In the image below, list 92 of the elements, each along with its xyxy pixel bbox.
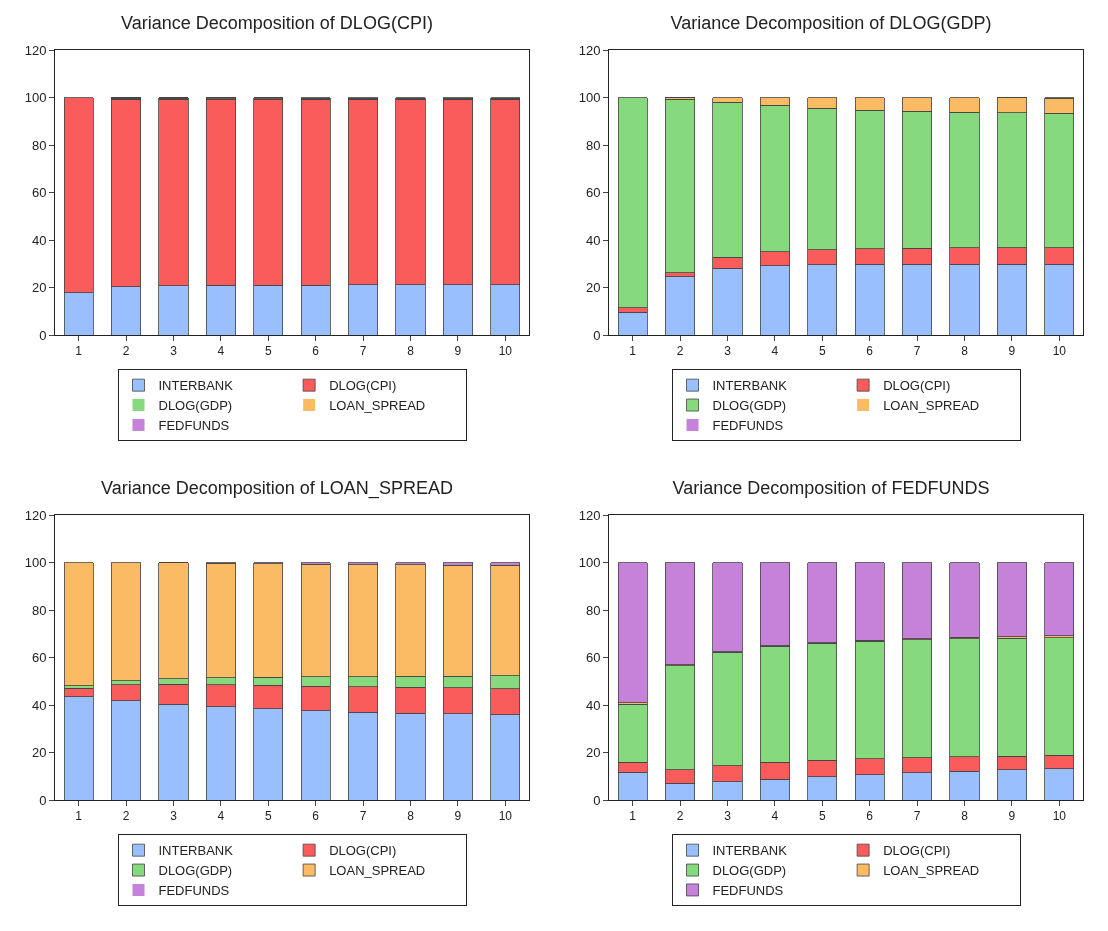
x-tick-label: 5: [264, 344, 272, 359]
y-tick-label: 100: [578, 90, 601, 106]
x-tick-label: 6: [866, 344, 874, 359]
chart-title: Variance Decomposition of DLOG(GDP): [670, 12, 992, 33]
y-tick-label: 120: [578, 507, 601, 523]
y-tick-label: 120: [578, 42, 601, 58]
x-tick-label: 6: [312, 344, 320, 359]
x-tick-label: 8: [961, 809, 969, 824]
x-tick-label: 2: [122, 809, 130, 824]
x-tick-label: 9: [454, 809, 462, 824]
x-tick-label: 1: [629, 809, 637, 824]
legend-label: DLOG(GDP): [712, 863, 787, 879]
y-tick-label: 80: [585, 137, 601, 153]
y-tick-label: 80: [585, 602, 601, 618]
x-tick-label: 6: [866, 809, 874, 824]
y-tick-label: 60: [31, 650, 47, 666]
x-tick-label: 2: [122, 344, 130, 359]
x-tick-label: 8: [961, 344, 969, 359]
y-tick-label: 80: [31, 602, 47, 618]
y-tick-label: 120: [24, 507, 47, 523]
x-tick-label: 5: [818, 809, 826, 824]
x-tick-label: 2: [676, 344, 684, 359]
y-tick-label: 40: [31, 697, 47, 713]
y-tick-label: 100: [24, 555, 47, 571]
y-tick-label: 80: [31, 137, 47, 153]
y-tick-label: 40: [585, 232, 601, 248]
legend-label: LOAN_SPREAD: [329, 398, 426, 414]
y-tick-label: 60: [31, 185, 47, 201]
legend-label: LOAN_SPREAD: [883, 398, 980, 414]
chart-title: Variance Decomposition of LOAN_SPREAD: [101, 477, 453, 499]
y-tick-label: 100: [578, 555, 601, 571]
legend-label: FEDFUNDS: [158, 883, 230, 899]
x-tick-label: 5: [264, 809, 272, 824]
x-tick-label: 1: [629, 344, 637, 359]
x-tick-label: 8: [407, 809, 415, 824]
legend-label: INTERBANK: [712, 843, 788, 859]
legend-label: FEDFUNDS: [158, 418, 230, 434]
x-tick-label: 8: [407, 344, 415, 359]
x-tick-label: 10: [498, 809, 513, 824]
x-tick-label: 10: [1052, 344, 1067, 359]
legend-label: DLOG(CPI): [329, 378, 397, 394]
chart-title: Variance Decomposition of FEDFUNDS: [672, 477, 990, 498]
x-tick-label: 7: [913, 344, 921, 359]
legend-label: DLOG(CPI): [883, 378, 951, 394]
y-tick-label: 60: [585, 650, 601, 666]
y-tick-label: 20: [31, 745, 47, 761]
y-tick-label: 20: [31, 280, 47, 296]
legend-label: LOAN_SPREAD: [329, 863, 426, 879]
legend-label: INTERBANK: [158, 378, 234, 394]
y-tick-label: 40: [31, 232, 47, 248]
x-tick-label: 9: [454, 344, 462, 359]
legend-label: FEDFUNDS: [712, 418, 784, 434]
x-tick-label: 3: [724, 344, 732, 359]
x-tick-label: 10: [1052, 809, 1067, 824]
legend-label: DLOG(CPI): [883, 843, 951, 859]
x-tick-label: 4: [771, 809, 779, 824]
y-tick-label: 120: [24, 42, 47, 58]
x-tick-label: 9: [1008, 344, 1016, 359]
legend-label: INTERBANK: [158, 843, 234, 859]
x-tick-label: 7: [359, 344, 367, 359]
y-tick-label: 100: [24, 90, 47, 106]
y-tick-label: 0: [593, 792, 601, 808]
x-tick-label: 7: [913, 809, 921, 824]
x-tick-label: 6: [312, 809, 320, 824]
y-tick-label: 60: [585, 185, 601, 201]
x-tick-label: 9: [1008, 809, 1016, 824]
x-tick-label: 4: [771, 344, 779, 359]
x-tick-label: 2: [676, 809, 684, 824]
x-tick-label: 4: [217, 344, 225, 359]
legend-label: FEDFUNDS: [712, 883, 784, 899]
legend-label: INTERBANK: [712, 378, 788, 394]
x-tick-label: 1: [75, 809, 83, 824]
legend-label: DLOG(CPI): [329, 843, 397, 859]
y-tick-label: 40: [585, 697, 601, 713]
y-tick-label: 20: [585, 280, 601, 296]
x-tick-label: 10: [498, 344, 513, 359]
y-tick-label: 20: [585, 745, 601, 761]
legend-label: DLOG(GDP): [158, 863, 233, 879]
y-tick-label: 0: [39, 327, 47, 343]
x-tick-label: 3: [170, 344, 178, 359]
legend-label: DLOG(GDP): [712, 398, 787, 414]
x-tick-label: 4: [217, 809, 225, 824]
y-tick-label: 0: [39, 792, 47, 808]
x-tick-label: 1: [75, 344, 83, 359]
x-tick-label: 3: [724, 809, 732, 824]
y-tick-label: 0: [593, 327, 601, 343]
chart-title: Variance Decomposition of DLOG(CPI): [121, 12, 433, 33]
legend-label: DLOG(GDP): [158, 398, 233, 414]
legend-label: LOAN_SPREAD: [883, 863, 980, 879]
x-tick-label: 5: [818, 344, 826, 359]
x-tick-label: 3: [170, 809, 178, 824]
x-tick-label: 7: [359, 809, 367, 824]
